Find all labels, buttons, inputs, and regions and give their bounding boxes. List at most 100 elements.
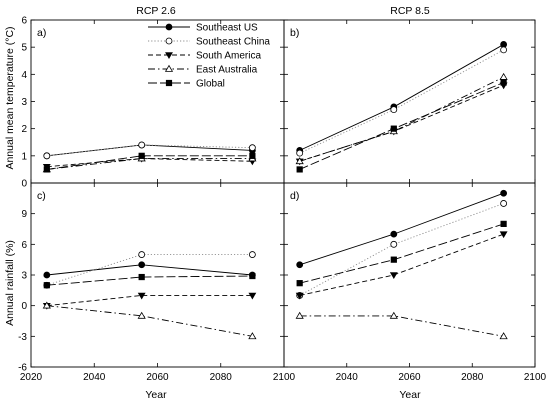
data-point-global <box>296 280 303 287</box>
legend-marker <box>164 64 174 72</box>
legend: Southeast US Southeast China South America… <box>148 23 270 90</box>
data-point-southeast-china <box>138 141 146 149</box>
axis-ticks: 0 1 2 3 4 5 6 -6 -3 0 3 6 9 2020 2040 2060 2080 2100 2040 2… <box>18 16 546 384</box>
x-axis-title-right: Year <box>399 389 421 401</box>
series-south-america-c <box>42 292 257 310</box>
series-east-australia-d <box>295 311 508 340</box>
x-tick-label: 2020 <box>20 372 43 383</box>
y-axis-title-temperature: Annual mean temperature (°C) <box>4 26 16 169</box>
y-tick-label: 4 <box>21 70 27 81</box>
data-point-east-australia <box>499 72 508 80</box>
x-tick-label: 2080 <box>461 372 484 383</box>
series-line-southeast-china-c <box>46 254 253 286</box>
panel-frame-d <box>283 182 536 368</box>
legend-label: East Australia <box>196 65 258 76</box>
column-title-rcp85: RCP 8.5 <box>390 5 430 17</box>
series-line-east-australia-a <box>46 158 253 170</box>
y-tick-label: 9 <box>21 209 27 220</box>
panel-label-d: d) <box>290 190 299 202</box>
data-point-south-america <box>295 292 304 300</box>
legend-marker <box>165 37 173 45</box>
series-global-a <box>43 152 256 173</box>
legend-marker <box>165 23 173 31</box>
panel-label-c: c) <box>37 190 46 202</box>
panel-frame-b <box>283 19 536 184</box>
legend-marker <box>165 79 173 87</box>
series-east-australia-c <box>42 301 257 340</box>
data-point-southeast-china <box>390 106 398 114</box>
y-tick-label: 3 <box>21 97 27 108</box>
series-line-southeast-china-a <box>46 144 253 157</box>
series-line-south-america-a <box>46 158 253 168</box>
series-global-d <box>296 220 507 287</box>
data-point-south-america <box>499 231 508 239</box>
data-point-global <box>138 273 145 281</box>
data-point-south-america <box>248 292 257 300</box>
x-tick-label: 2060 <box>146 372 169 383</box>
series-line-east-australia-d <box>299 315 504 337</box>
data-point-southeast-us <box>500 189 508 197</box>
series-line-south-america-c <box>46 294 253 307</box>
legend-entry-east-australia: East Australia <box>148 65 258 76</box>
panel-labels: a) b) c) d) <box>37 27 299 202</box>
y-tick-label: -3 <box>18 332 27 343</box>
series-southeast-us-d <box>296 189 508 269</box>
series-east-australia-a <box>42 154 257 173</box>
x-tick-label: 2060 <box>398 372 421 383</box>
series-layer <box>42 41 508 340</box>
panel-frame-c <box>30 182 285 368</box>
data-point-east-australia <box>389 311 398 319</box>
data-point-global <box>500 79 507 86</box>
series-global-c <box>43 272 256 289</box>
y-tick-label: 5 <box>21 43 27 54</box>
series-line-south-america-b <box>299 84 504 162</box>
panel-frames <box>30 19 536 368</box>
x-tick-label: 2080 <box>210 372 233 383</box>
series-line-southeast-us-c <box>46 264 253 276</box>
y-tick-label: 6 <box>21 240 27 251</box>
data-point-east-australia <box>42 301 51 309</box>
series-line-global-d <box>299 223 504 284</box>
y-tick-label: -6 <box>18 363 27 374</box>
y-tick-label: 1 <box>21 151 27 162</box>
legend-label: Southeast China <box>196 37 270 48</box>
legend-label: Global <box>196 79 225 90</box>
axis-titles: Year Year Annual mean temperature (°C) A… <box>4 26 421 401</box>
panel-label-a: a) <box>37 27 46 39</box>
series-line-east-australia-b <box>299 76 504 162</box>
legend-entry-southeast-china: Southeast China <box>148 37 270 48</box>
x-tick-label: 2100 <box>273 372 296 383</box>
series-line-southeast-us-a <box>46 144 253 157</box>
data-point-east-australia <box>499 332 508 340</box>
series-line-global-c <box>46 275 253 286</box>
data-point-global <box>249 272 256 280</box>
series-south-america-d <box>295 231 508 300</box>
data-point-global <box>43 166 50 173</box>
data-point-global <box>249 152 256 159</box>
legend-label: South America <box>196 51 261 62</box>
y-tick-label: 6 <box>21 16 27 27</box>
data-point-southeast-us <box>296 261 304 269</box>
series-southeast-china-d <box>296 200 508 299</box>
series-line-east-australia-c <box>46 305 253 337</box>
legend-entry-global: Global <box>148 79 225 90</box>
series-southeast-china-a <box>43 141 256 160</box>
y-axis-title-rainfall: Annual rainfall (%) <box>4 240 16 326</box>
y-tick-label: 0 <box>21 179 27 190</box>
data-point-east-australia <box>248 332 257 340</box>
series-line-global-a <box>46 155 253 170</box>
data-point-southeast-china <box>500 200 508 207</box>
data-point-global <box>500 220 507 227</box>
legend-marker <box>165 52 173 59</box>
column-titles: RCP 2.6 RCP 8.5 <box>136 5 430 17</box>
series-southeast-us-a <box>43 141 256 160</box>
data-point-southeast-china <box>138 251 146 258</box>
column-title-rcp26: RCP 2.6 <box>136 5 176 17</box>
series-line-global-b <box>299 82 504 170</box>
data-point-east-australia <box>295 311 304 319</box>
panel-label-b: b) <box>290 27 299 39</box>
series-line-southeast-us-d <box>299 192 504 266</box>
y-tick-label: 2 <box>21 124 27 135</box>
data-point-global <box>138 152 145 159</box>
